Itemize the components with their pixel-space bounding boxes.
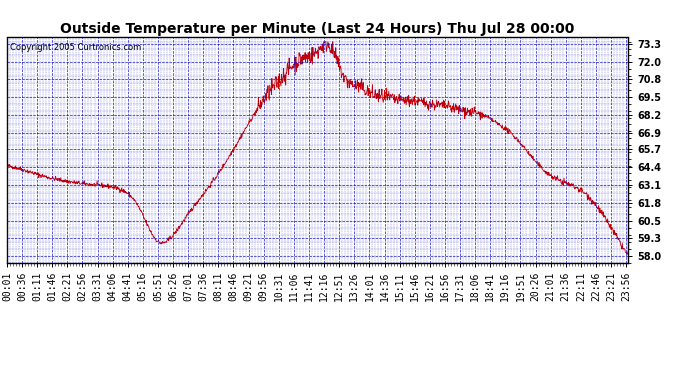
Text: Copyright 2005 Curtronics.com: Copyright 2005 Curtronics.com [10, 43, 141, 52]
Title: Outside Temperature per Minute (Last 24 Hours) Thu Jul 28 00:00: Outside Temperature per Minute (Last 24 … [60, 22, 575, 36]
